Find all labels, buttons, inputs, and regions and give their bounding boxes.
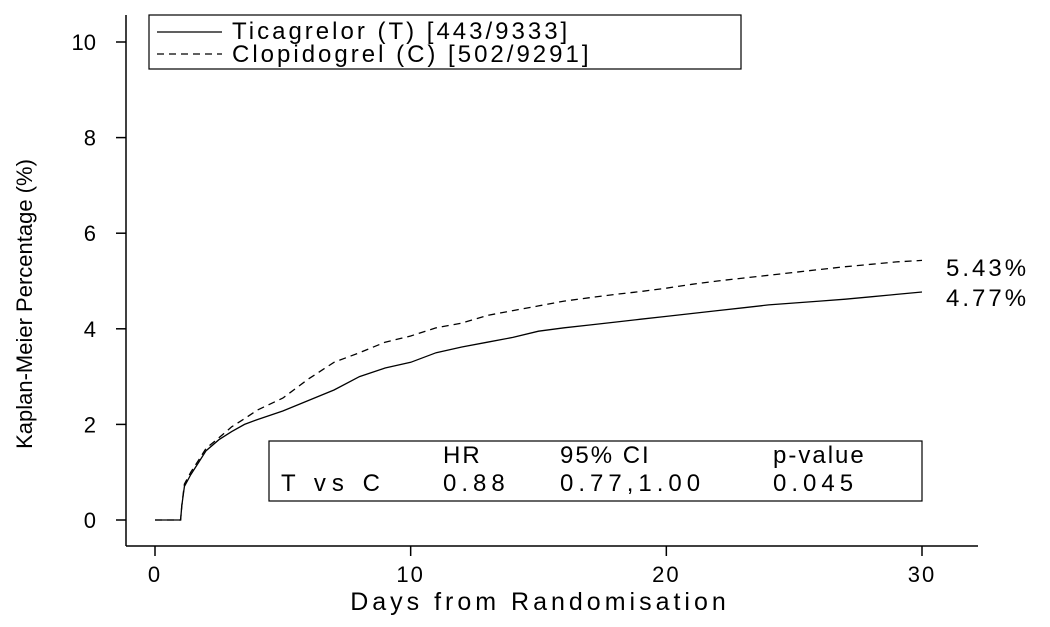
stats-value-ci: 0.77,1.00 — [560, 470, 705, 497]
end-label-clopidogrel: 5.43% — [946, 255, 1029, 282]
legend-box — [148, 14, 742, 70]
stats-value-hr: 0.88 — [443, 470, 510, 497]
y-tick-label: 8 — [84, 126, 96, 151]
stats-header-hr: HR — [443, 442, 482, 469]
stats-header-ci: 95% CI — [560, 442, 651, 469]
legend-label-ticagrelor: Ticagrelor (T) [443/9333] — [232, 18, 570, 45]
legend: Ticagrelor (T) [443/9333] Clopidogrel (C… — [148, 14, 742, 70]
stats-header-pvalue: p-value — [773, 442, 866, 469]
x-tick-label: 30 — [908, 562, 936, 587]
end-label-ticagrelor: 4.77% — [946, 285, 1029, 312]
stats-box: HR 95% CI p-value T vs C 0.88 0.77,1.00 … — [268, 440, 923, 502]
y-tick-label: 10 — [72, 30, 96, 55]
x-tick-label: 0 — [148, 562, 162, 587]
stats-value-pvalue: 0.045 — [773, 470, 858, 497]
x-axis-ticks: 0 10 20 30 — [148, 546, 936, 587]
stats-row-label: T vs C — [281, 470, 386, 497]
legend-label-clopidogrel: Clopidogrel (C) [502/9291] — [232, 41, 592, 68]
y-tick-label: 0 — [84, 508, 96, 533]
y-tick-label: 6 — [84, 221, 96, 246]
x-axis-label: Days from Randomisation — [350, 588, 730, 616]
x-tick-label: 10 — [396, 562, 424, 587]
y-tick-label: 4 — [84, 317, 96, 342]
y-axis-label: Kaplan-Meier Percentage (%) — [12, 159, 37, 449]
y-axis-ticks: 0 2 4 6 8 10 — [72, 30, 126, 533]
series-line-ticagrelor — [155, 291, 923, 521]
x-tick-label: 20 — [652, 562, 680, 587]
series-layer — [155, 259, 923, 521]
stats-box-frame — [268, 440, 923, 502]
y-tick-label: 2 — [84, 412, 96, 437]
